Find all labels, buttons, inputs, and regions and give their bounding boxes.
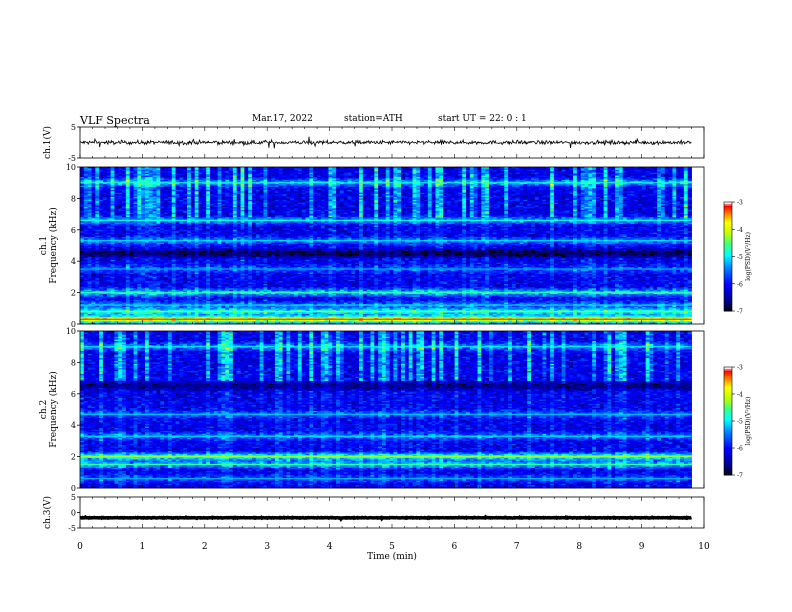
y-tick-label: 5 — [71, 493, 76, 502]
x-tick-label: 4 — [327, 542, 333, 552]
ch1-waveform-trace — [80, 137, 692, 149]
colorbar-tick-label: -7 — [737, 473, 743, 480]
x-tick-label: 10 — [698, 542, 710, 552]
y-tick-label: 0 — [71, 509, 76, 518]
colorbar-tick-label: -6 — [737, 446, 743, 453]
ch1-spectrogram-colorbar-label: log(PSD)(V²/Hz) — [745, 232, 752, 281]
colorbar-tick-label: -4 — [737, 392, 743, 399]
colorbar-tick-label: -7 — [737, 309, 743, 316]
ch3-waveform-frame — [80, 497, 704, 528]
y-tick-label: 10 — [66, 163, 76, 172]
colorbar-tick-label: -5 — [737, 419, 743, 426]
ch3-waveform-ylabel: ch.3(V) — [42, 496, 53, 529]
y-tick-label: 5 — [71, 123, 76, 132]
colorbar-tick-label: -5 — [737, 254, 743, 261]
y-tick-label: 6 — [71, 390, 76, 399]
colorbar-tick-label: -3 — [737, 200, 743, 207]
y-tick-label: 0 — [71, 484, 76, 493]
y-tick-label: 4 — [71, 421, 76, 430]
colorbar-tick-label: -6 — [737, 281, 743, 288]
y-tick-label: 2 — [71, 453, 76, 462]
x-tick-label: 7 — [514, 542, 520, 552]
y-tick-label: 8 — [71, 194, 76, 203]
colorbar-tick-label: -4 — [737, 227, 743, 234]
y-tick-label: 6 — [71, 226, 76, 235]
y-tick-label: -5 — [68, 524, 76, 533]
ch2-spectrogram-colorbar — [724, 367, 732, 476]
colorbar-tick-label: -3 — [737, 365, 743, 372]
ch1-spectrogram-channel-label: ch.1 — [39, 236, 49, 255]
x-tick-label: 6 — [452, 542, 458, 552]
y-tick-label: 8 — [71, 358, 76, 367]
y-tick-label: 2 — [71, 289, 76, 298]
x-tick-label: 2 — [202, 542, 208, 552]
ch3-waveform-trace — [80, 517, 692, 519]
y-tick-label: 4 — [71, 257, 76, 266]
x-tick-label: 0 — [77, 542, 83, 552]
x-tick-label: 3 — [264, 542, 270, 552]
x-tick-label: 9 — [639, 542, 645, 552]
x-tick-label: 1 — [140, 542, 146, 552]
x-tick-label: 8 — [576, 542, 582, 552]
ch1-waveform-ylabel: ch.1(V) — [42, 126, 53, 159]
ch2-spectrogram-channel-label: ch.2 — [39, 400, 49, 419]
x-tick-label: 5 — [389, 542, 395, 552]
ch1-spectrogram-image — [80, 167, 692, 324]
ch1-spectrogram-colorbar — [724, 202, 732, 312]
x-axis-label: Time (min) — [367, 551, 417, 562]
ch1-spectrogram-ylabel: Frequency (kHz) — [48, 207, 59, 284]
ch2-spectrogram-ylabel: Frequency (kHz) — [48, 371, 59, 448]
ch2-spectrogram-colorbar-label: log(PSD)(V²/Hz) — [745, 397, 752, 446]
y-tick-label: 10 — [66, 327, 76, 336]
y-tick-label: -5 — [68, 154, 76, 163]
